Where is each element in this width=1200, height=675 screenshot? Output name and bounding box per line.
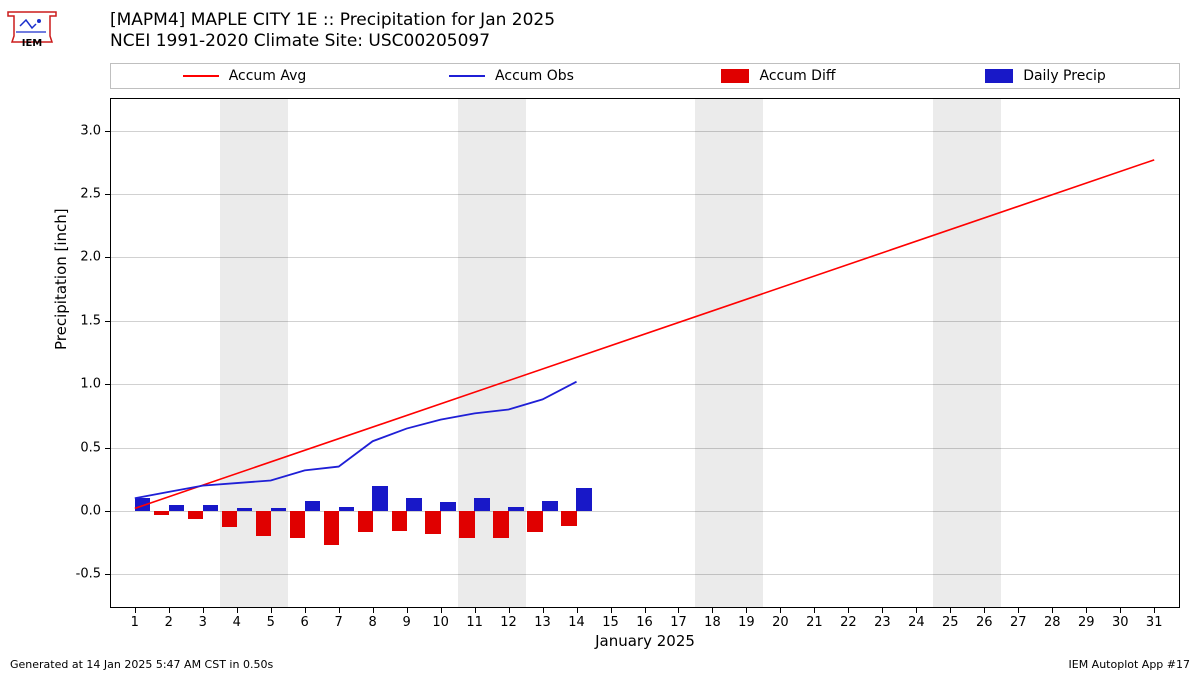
x-tick-label: 12 [500, 615, 517, 630]
y-tick-label: 2.5 [80, 187, 101, 202]
x-tick-label: 11 [466, 615, 483, 630]
y-tick-label: 0.0 [80, 503, 101, 518]
y-tick-label: 3.0 [80, 123, 101, 138]
x-tick-label: 16 [636, 615, 653, 630]
x-tick-label: 9 [402, 615, 410, 630]
x-tick-label: 21 [806, 615, 823, 630]
legend-label-accum-diff: Accum Diff [759, 68, 835, 84]
y-tick-label: -0.5 [76, 567, 101, 582]
x-tick-label: 18 [704, 615, 721, 630]
legend-label-accum-avg: Accum Avg [229, 68, 307, 84]
legend-line-blue [449, 75, 485, 77]
x-tick-label: 22 [840, 615, 857, 630]
plot-area: -0.50.00.51.01.52.02.53.0123456789101112… [110, 98, 1180, 608]
title-line-1: [MAPM4] MAPLE CITY 1E :: Precipitation f… [110, 10, 555, 31]
x-tick-label: 25 [942, 615, 959, 630]
x-tick-label: 15 [602, 615, 619, 630]
x-tick-label: 3 [199, 615, 207, 630]
legend-label-daily-precip: Daily Precip [1023, 68, 1106, 84]
x-tick-label: 23 [874, 615, 891, 630]
chart-title: [MAPM4] MAPLE CITY 1E :: Precipitation f… [110, 10, 555, 53]
x-tick-label: 30 [1112, 615, 1129, 630]
y-tick-label: 2.0 [80, 250, 101, 265]
x-tick-label: 6 [301, 615, 309, 630]
line-accum-avg [135, 160, 1154, 509]
iem-logo-icon: IEM [6, 6, 58, 48]
x-tick-label: 19 [738, 615, 755, 630]
x-tick-label: 31 [1146, 615, 1163, 630]
x-tick-label: 27 [1010, 615, 1027, 630]
legend-swatch-red [721, 69, 749, 83]
x-tick-label: 4 [233, 615, 241, 630]
legend-daily-precip: Daily Precip [912, 68, 1179, 84]
legend: Accum Avg Accum Obs Accum Diff Daily Pre… [110, 63, 1180, 89]
x-tick-label: 7 [335, 615, 343, 630]
footer-generated: Generated at 14 Jan 2025 5:47 AM CST in … [10, 658, 273, 671]
x-tick-label: 26 [976, 615, 993, 630]
y-tick-label: 1.0 [80, 377, 101, 392]
line-accum-obs [135, 382, 577, 499]
x-tick-label: 29 [1078, 615, 1095, 630]
x-tick-label: 2 [165, 615, 173, 630]
legend-line-red [183, 75, 219, 77]
x-axis-label: January 2025 [110, 632, 1180, 650]
legend-accum-avg: Accum Avg [111, 68, 378, 84]
y-tick-label: 0.5 [80, 440, 101, 455]
x-tick-label: 17 [670, 615, 687, 630]
x-tick-label: 13 [534, 615, 551, 630]
svg-text:IEM: IEM [22, 38, 43, 48]
x-tick-label: 20 [772, 615, 789, 630]
legend-accum-obs: Accum Obs [378, 68, 645, 84]
x-tick-label: 8 [369, 615, 377, 630]
x-tick-label: 5 [267, 615, 275, 630]
legend-swatch-blue [985, 69, 1013, 83]
legend-label-accum-obs: Accum Obs [495, 68, 574, 84]
legend-accum-diff: Accum Diff [645, 68, 912, 84]
x-tick-label: 1 [131, 615, 139, 630]
chart-lines [111, 99, 1179, 607]
x-tick-label: 24 [908, 615, 925, 630]
x-tick-label: 28 [1044, 615, 1061, 630]
x-tick-label: 10 [432, 615, 449, 630]
title-line-2: NCEI 1991-2020 Climate Site: USC00205097 [110, 31, 555, 52]
x-tick-label: 14 [568, 615, 585, 630]
footer-app: IEM Autoplot App #17 [1069, 658, 1191, 671]
y-axis-label: Precipitation [inch] [52, 208, 70, 350]
y-tick-label: 1.5 [80, 313, 101, 328]
